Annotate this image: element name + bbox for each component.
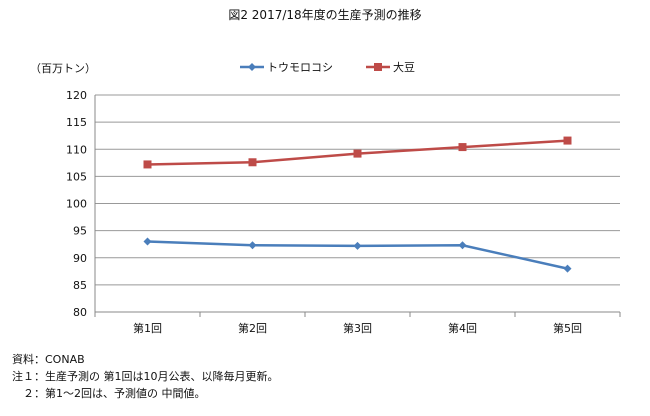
y-tick-label: 100 xyxy=(66,198,87,211)
data-point-square xyxy=(563,136,572,145)
data-point-diamond xyxy=(248,241,257,250)
data-point-diamond xyxy=(248,63,256,71)
x-tick-label: 第4回 xyxy=(448,321,477,335)
legend-label: 大豆 xyxy=(393,60,415,74)
data-point-diamond xyxy=(353,241,362,250)
x-tick-label: 第5回 xyxy=(553,321,582,335)
y-axis-label: （百万トン） xyxy=(30,62,96,75)
note-2: ２：第1～2回は、予測値の 中間値。 xyxy=(12,387,206,400)
y-tick-label: 80 xyxy=(73,306,87,319)
x-tick-label: 第2回 xyxy=(238,321,267,335)
y-tick-label: 115 xyxy=(66,116,87,129)
data-point-square xyxy=(353,149,362,158)
legend-label: トウモロコシ xyxy=(267,61,333,74)
chart-title: 図2 2017/18年度の生産予測の推移 xyxy=(228,8,422,22)
y-tick-label: 95 xyxy=(73,225,87,238)
y-tick-label: 105 xyxy=(66,170,87,183)
y-tick-label: 120 xyxy=(66,89,87,102)
note-source: 資料：CONAB xyxy=(12,353,85,366)
y-tick-label: 90 xyxy=(73,252,87,265)
data-point-square xyxy=(143,160,152,169)
x-tick-label: 第1回 xyxy=(133,321,162,335)
data-point-square xyxy=(248,158,257,167)
data-point-square xyxy=(458,143,467,152)
data-point-square xyxy=(374,63,382,71)
data-point-diamond xyxy=(143,237,152,246)
x-tick-label: 第3回 xyxy=(343,321,372,335)
note-1: 注１：生産予測の 第1回は10月公表、以降毎月更新。 xyxy=(12,370,279,383)
data-point-diamond xyxy=(563,264,572,273)
y-tick-label: 110 xyxy=(66,143,87,156)
data-point-diamond xyxy=(458,241,467,250)
y-tick-label: 85 xyxy=(73,279,87,292)
